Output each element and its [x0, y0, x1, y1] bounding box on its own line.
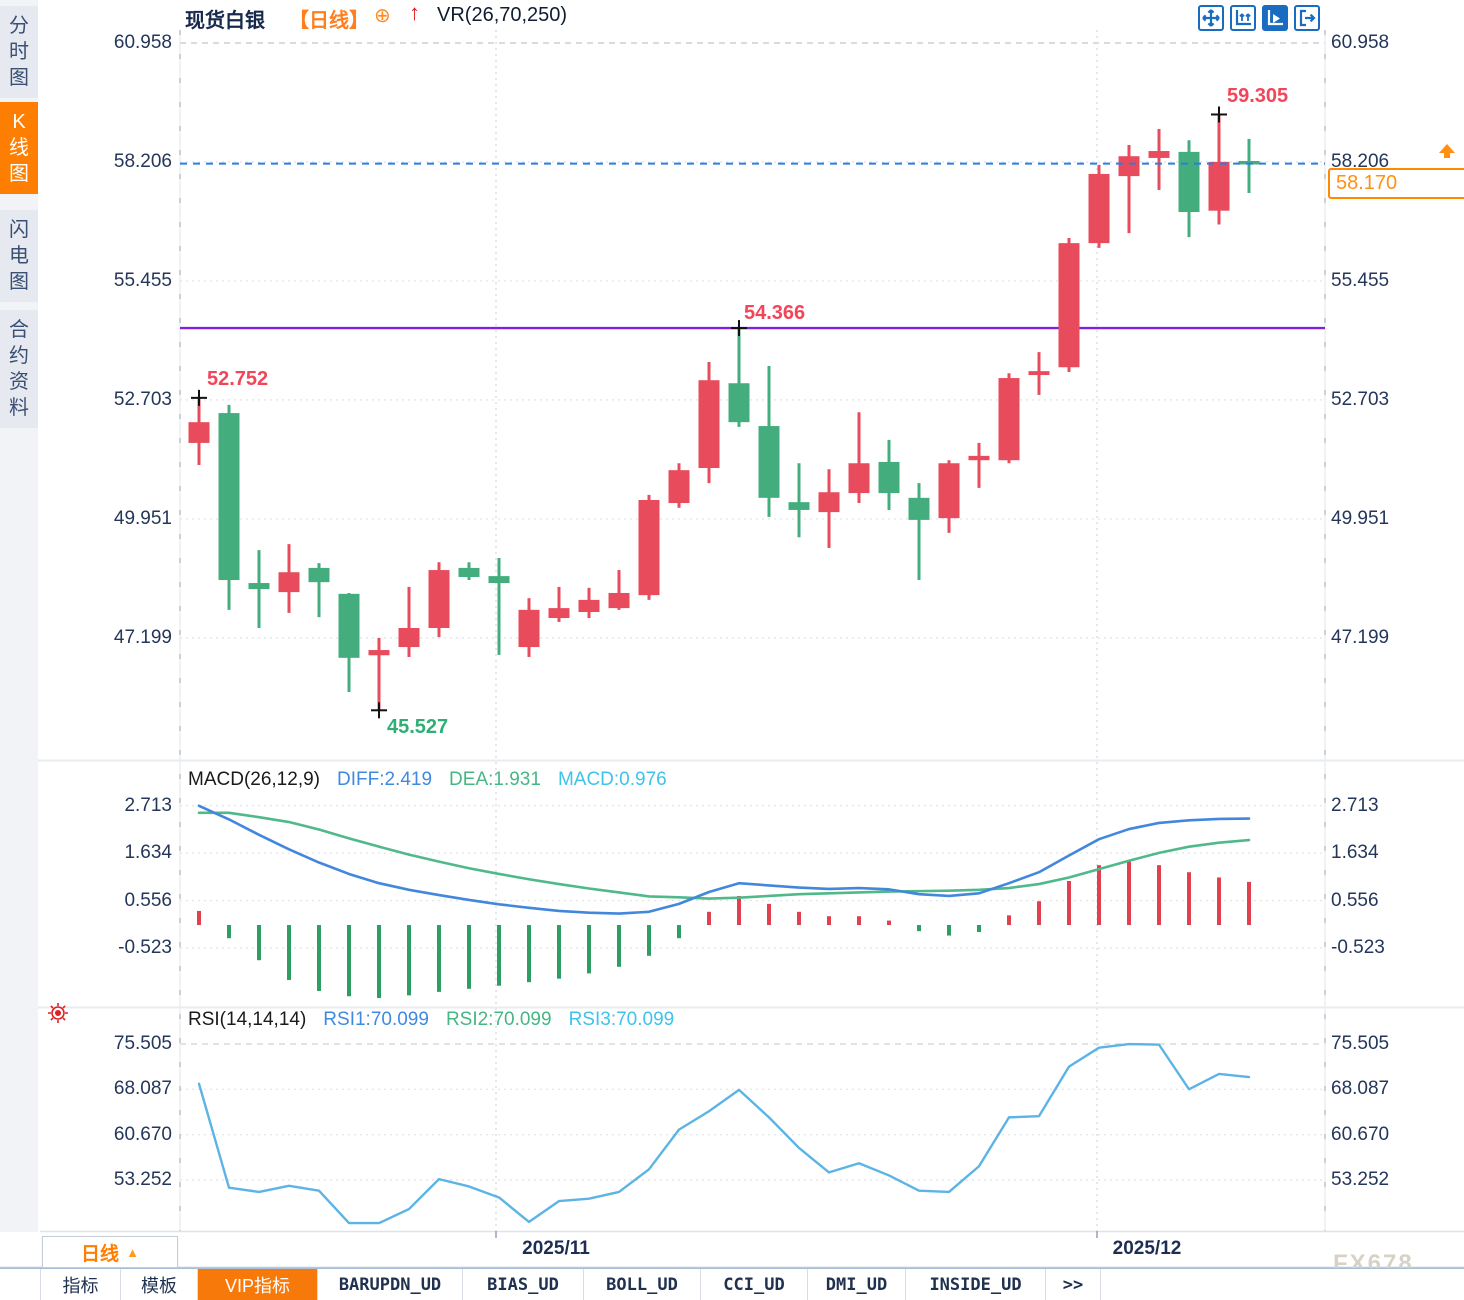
rsi-panel-title: RSI(14,14,14) RSI1:70.099 RSI2:70.099 RSI3:…	[188, 1009, 674, 1031]
rsi-line	[197, 1042, 1251, 1225]
axis-tick-label: 52.703	[1331, 388, 1390, 410]
chart-toolbar	[1198, 5, 1320, 31]
axis-tick-label: 53.252	[113, 1169, 172, 1190]
period-tag: 【日线】	[289, 10, 369, 32]
annotation-low-45527: 45.527	[387, 716, 449, 738]
sidebar-item-timeline-chart[interactable]: 分时图	[0, 6, 38, 98]
up-trend-arrow-icon: ↑	[409, 0, 420, 25]
axis-tick-label: 75.505	[1331, 1033, 1390, 1054]
period-selector-arrow-icon: ▲	[126, 1244, 139, 1260]
macd-diff-value: DIFF:2.419	[337, 769, 433, 790]
annotation-high-52752: 52.752	[207, 368, 269, 390]
axis-tick-label: 52.703	[113, 388, 172, 410]
axis-tick-label: 47.199	[1331, 626, 1390, 648]
tab-indicators[interactable]: 指标	[41, 1269, 121, 1300]
period-selector[interactable]: 日线 ▲	[42, 1236, 178, 1268]
macd-panel-title: MACD(26,12,9) DIFF:2.419 DEA:1.931 MACD:0.9…	[188, 769, 667, 791]
y-axis-right: 60.958 58.206 55.455 52.703 49.951 47.199 2.71…	[1331, 0, 1461, 1232]
axis-tick-label: 2.713	[124, 794, 172, 816]
tab-barupdn-ud[interactable]: BARUPDN_UD	[318, 1269, 463, 1300]
panel-separators	[0, 759, 1464, 1268]
chart-playback-icon[interactable]	[1262, 5, 1288, 31]
indicator-tab-bar: 指标 模板 VIP指标 BARUPDN_UD BIAS_UD BOLL_UD C…	[0, 1268, 1464, 1300]
axis-tick-label: 1.634	[124, 842, 172, 864]
sun-indicator-icon[interactable]	[47, 1002, 69, 1024]
sidebar-item-flash-chart[interactable]: 闪电图	[0, 210, 38, 302]
tab-templates[interactable]: 模板	[121, 1269, 198, 1300]
axis-tick-label: 60.670	[113, 1123, 172, 1145]
macd-dea-value: DEA:1.931	[449, 769, 541, 790]
macd-diff-line	[197, 804, 1251, 915]
y-axis-left: 60.958 58.206 55.455 52.703 49.951 47.199 2.71…	[0, 0, 172, 1232]
axis-tick-label: -0.523	[1331, 937, 1385, 958]
price-up-arrow-icon	[1438, 143, 1456, 163]
axis-tick-label: 1.634	[1331, 842, 1379, 864]
rsi1-value: RSI1:70.099	[323, 1009, 429, 1030]
chart-canvas	[0, 30, 1464, 1268]
axis-tick-label: 0.556	[1331, 889, 1379, 911]
macd-title: MACD(26,12,9)	[188, 769, 320, 790]
axis-tick-label: 75.505	[113, 1033, 172, 1054]
axis-tick-label: 47.199	[113, 626, 172, 648]
tab-bias-ud[interactable]: BIAS_UD	[463, 1269, 584, 1300]
axis-tick-label: 55.455	[113, 269, 172, 291]
x-axis-label-dec: 2025/12	[1112, 1238, 1182, 1259]
axis-tick-label: 60.958	[113, 32, 172, 53]
x-axis-label-nov: 2025/11	[522, 1238, 590, 1259]
pan-crosshair-icon[interactable]	[1198, 5, 1224, 31]
axis-tick-label: 58.206	[113, 151, 172, 172]
axis-tick-label: 2.713	[1331, 794, 1379, 816]
symbol-title: 现货白银	[185, 10, 265, 32]
axis-tick-label: 55.455	[1331, 269, 1390, 291]
rsi3-value: RSI3:70.099	[568, 1009, 675, 1030]
axis-tick-label: 53.252	[1331, 1169, 1390, 1190]
exit-chart-icon[interactable]	[1294, 5, 1320, 31]
annotation-high-54366: 54.366	[744, 302, 806, 324]
axis-scale-icon[interactable]	[1230, 5, 1256, 31]
macd-dea-line	[197, 811, 1251, 900]
add-indicator-icon[interactable]: ⊕	[374, 5, 391, 27]
axis-tick-label: 58.206	[1331, 151, 1390, 172]
annotation-high-59305: 59.305	[1227, 85, 1289, 107]
tab-inside-ud[interactable]: INSIDE_UD	[906, 1269, 1046, 1300]
axis-tick-label: 0.556	[124, 889, 172, 911]
axis-tick-label: 60.670	[1331, 1123, 1390, 1145]
sidebar-item-candle-chart[interactable]: K线图	[0, 102, 38, 194]
axis-tick-label: 68.087	[1331, 1078, 1390, 1100]
rsi-title: RSI(14,14,14)	[188, 1009, 307, 1030]
sidebar: 分时图 K线图 闪电图 合约资料	[0, 0, 38, 1232]
tab-boll-ud[interactable]: BOLL_UD	[584, 1269, 701, 1300]
tab-bar-corner	[0, 1269, 41, 1300]
axis-tick-label: 49.951	[113, 507, 172, 529]
period-selector-label: 日线	[81, 1243, 120, 1265]
sidebar-item-contract-info[interactable]: 合约资料	[0, 310, 38, 428]
macd-macd-value: MACD:0.976	[557, 769, 667, 790]
candle-bodies	[188, 151, 1260, 658]
axis-tick-label: 60.958	[1331, 32, 1390, 53]
axis-tick-label: 68.087	[113, 1078, 172, 1100]
tab-more[interactable]: >>	[1046, 1269, 1101, 1300]
current-price-box: 58.170	[1328, 168, 1464, 199]
tab-vip-indicators[interactable]: VIP指标	[198, 1269, 318, 1300]
axis-tick-label: -0.523	[118, 937, 172, 958]
axis-tick-label: 49.951	[1331, 507, 1390, 529]
tab-cci-ud[interactable]: CCI_UD	[701, 1269, 808, 1300]
extreme-markers	[191, 106, 1227, 719]
tab-dmi-ud[interactable]: DMI_UD	[808, 1269, 906, 1300]
macd-histogram	[197, 861, 1251, 999]
rsi2-value: RSI2:70.099	[445, 1009, 552, 1030]
vr-indicator-label: VR(26,70,250)	[437, 4, 568, 26]
